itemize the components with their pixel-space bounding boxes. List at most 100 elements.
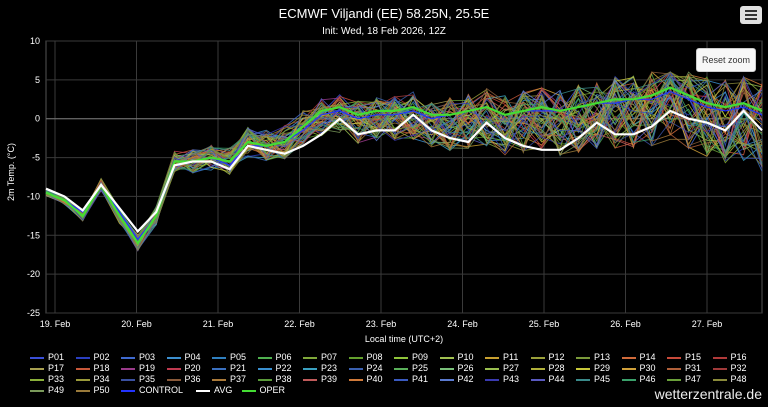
legend-swatch	[667, 378, 681, 381]
legend-label: P19	[139, 363, 156, 373]
y-tick-labels: 10 5 0 -5 -10 -15 -20 -25	[27, 36, 40, 318]
legend-item-p41[interactable]: P41	[394, 374, 428, 384]
legend-item-p44[interactable]: P44	[530, 374, 565, 384]
legend-swatch	[166, 378, 181, 381]
menu-icon[interactable]	[740, 6, 762, 24]
legend-item-p49[interactable]: P49	[30, 385, 64, 395]
legend-label: P05	[230, 352, 247, 362]
legend-swatch	[530, 367, 545, 370]
legend-label: OPER	[259, 385, 286, 395]
legend-item-p50[interactable]: P50	[75, 385, 110, 395]
legend-item-p20[interactable]: P20	[166, 363, 201, 373]
legend-item-p22[interactable]: P22	[257, 363, 292, 373]
legend-label: P42	[457, 374, 474, 384]
chart-title: ECMWF Viljandi (EE) 58.25N, 25.5E	[278, 6, 490, 21]
legend-item-p06[interactable]: P06	[257, 352, 292, 362]
legend-item-p38[interactable]: P38	[257, 374, 292, 384]
legend-item-p24[interactable]: P24	[348, 363, 383, 373]
legend-item-p46[interactable]: P46	[621, 374, 656, 384]
legend-swatch	[348, 367, 363, 370]
legend-item-p18[interactable]: P18	[75, 363, 110, 373]
legend-item-p07[interactable]: P07	[303, 352, 337, 362]
y-tick-label: -10	[27, 191, 40, 201]
legend-item-p19[interactable]: P19	[121, 363, 155, 373]
legend-item-p26[interactable]: P26	[439, 363, 474, 373]
legend-swatch	[530, 356, 545, 359]
legend-label: P18	[93, 363, 110, 373]
legend-item-p34[interactable]: P34	[75, 374, 110, 384]
legend-item-p08[interactable]: P08	[348, 352, 383, 362]
legend-label: CONTROL	[139, 385, 184, 395]
legend-item-oper[interactable]: OPER	[241, 385, 286, 395]
legend-label: P15	[685, 352, 702, 362]
legend-swatch	[576, 367, 590, 370]
legend-item-p09[interactable]: P09	[394, 352, 428, 362]
legend-item-p21[interactable]: P21	[212, 363, 246, 373]
legend-item-p42[interactable]: P42	[439, 374, 474, 384]
legend-item-p05[interactable]: P05	[212, 352, 246, 362]
legend-item-p37[interactable]: P37	[212, 374, 246, 384]
legend-swatch	[530, 378, 545, 381]
legend-item-p15[interactable]: P15	[667, 352, 701, 362]
legend-swatch	[576, 356, 590, 359]
legend-item-p32[interactable]: P32	[712, 363, 747, 373]
legend-item-p39[interactable]: P39	[303, 374, 337, 384]
legend-item-p45[interactable]: P45	[576, 374, 610, 384]
legend-label: P44	[548, 374, 565, 384]
x-tick-labels: 19. Feb 20. Feb 21. Feb 22. Feb 23. Feb 24. F…	[40, 319, 723, 329]
legend-item-p35[interactable]: P35	[121, 374, 155, 384]
legend-swatch	[121, 378, 135, 381]
x-tick-label: 22. Feb	[284, 319, 315, 329]
legend-label: P11	[503, 352, 519, 362]
legend-item-p43[interactable]: P43	[485, 374, 519, 384]
legend-swatch	[348, 378, 363, 381]
legend-label: P06	[275, 352, 292, 362]
legend-item-p04[interactable]: P04	[166, 352, 201, 362]
legend-label: P08	[366, 352, 383, 362]
legend-item-p29[interactable]: P29	[576, 363, 610, 373]
series-line-avg	[45, 109, 763, 234]
legend-item-p48[interactable]: P48	[712, 374, 747, 384]
legend-item-p14[interactable]: P14	[621, 352, 656, 362]
y-tick-label: 10	[30, 36, 40, 46]
legend-label: P46	[639, 374, 656, 384]
legend-swatch	[485, 356, 499, 359]
member-line-p38	[45, 83, 763, 238]
legend-swatch	[30, 356, 44, 359]
legend-label: P45	[594, 374, 611, 384]
legend-item-p30[interactable]: P30	[621, 363, 656, 373]
legend-item-p11[interactable]: P11	[485, 352, 518, 362]
legend-item-p25[interactable]: P25	[394, 363, 428, 373]
legend-item-avg[interactable]: AVG	[196, 385, 232, 395]
legend-swatch	[121, 356, 135, 359]
legend-item-p16[interactable]: P16	[712, 352, 747, 362]
legend-item-p36[interactable]: P36	[166, 374, 201, 384]
legend-item-p01[interactable]: P01	[30, 352, 64, 362]
legend-item-p10[interactable]: P10	[439, 352, 474, 362]
legend-item-p40[interactable]: P40	[348, 374, 383, 384]
legend-item-p28[interactable]: P28	[530, 363, 565, 373]
legend-label: P20	[184, 363, 201, 373]
reset-zoom-button[interactable]: Reset zoom	[696, 48, 756, 72]
legend-item-p31[interactable]: P31	[667, 363, 701, 373]
legend-swatch	[257, 356, 272, 359]
legend-label: P16	[730, 352, 747, 362]
legend-item-p17[interactable]: P17	[30, 363, 64, 373]
legend-item-p47[interactable]: P47	[667, 374, 701, 384]
legend-item-p23[interactable]: P23	[303, 363, 337, 373]
legend-item-p12[interactable]: P12	[530, 352, 565, 362]
legend-item-control[interactable]: CONTROL	[121, 385, 183, 395]
legend-item-p02[interactable]: P02	[75, 352, 110, 362]
legend-swatch	[712, 378, 727, 381]
legend-item-p27[interactable]: P27	[485, 363, 519, 373]
y-tick-label: -20	[27, 269, 40, 279]
x-tick-label: 24. Feb	[447, 319, 478, 329]
legend-item-p03[interactable]: P03	[121, 352, 155, 362]
member-line-p48	[45, 71, 763, 252]
legend-item-p33[interactable]: P33	[30, 374, 64, 384]
legend-label: P14	[639, 352, 656, 362]
legend-item-p13[interactable]: P13	[576, 352, 610, 362]
legend-swatch	[75, 389, 90, 392]
y-tick-label: 5	[35, 75, 40, 85]
